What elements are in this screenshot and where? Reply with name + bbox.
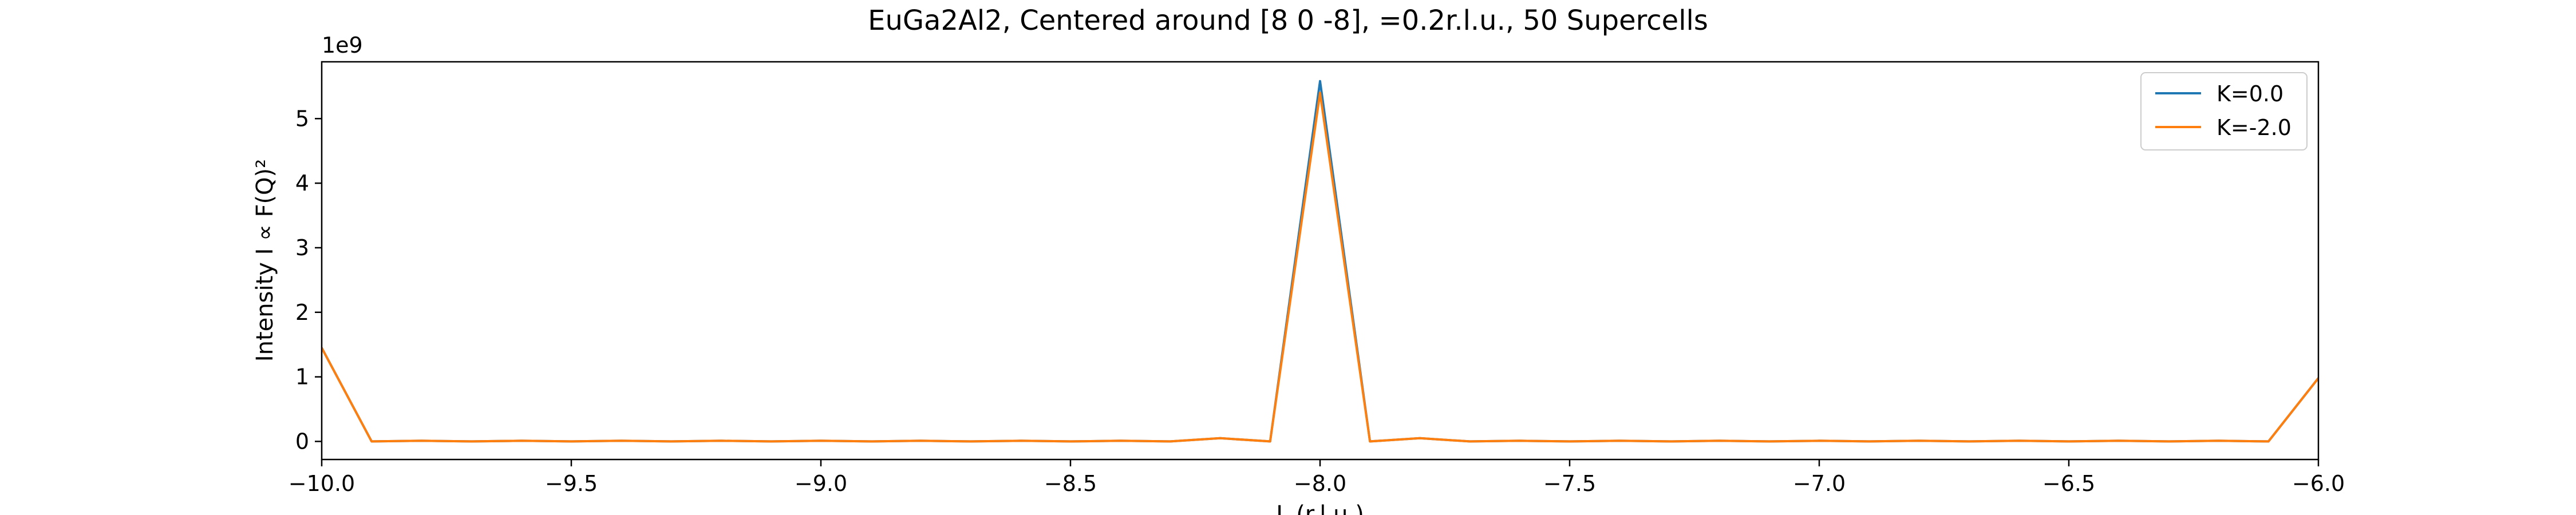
- data-point-k-2-0: [1519, 439, 1521, 442]
- chart-title: EuGa2Al2, Centered around [8 0 -8], =0.2…: [868, 5, 1708, 37]
- legend-label-k-2: K=-2.0: [2217, 115, 2291, 140]
- x-tick-label: −6.0: [2292, 471, 2345, 496]
- data-point-k-2-0: [1668, 440, 1670, 443]
- data-point-k-2-0: [1618, 439, 1621, 442]
- data-point-k-2-0: [2267, 440, 2270, 443]
- legend-box: [2140, 72, 2308, 150]
- y-tick-label: 2: [295, 300, 309, 325]
- data-point-k-2-0: [620, 439, 622, 442]
- data-point-k-2-0: [1968, 440, 1970, 443]
- data-point-k-2-0: [1818, 439, 1820, 442]
- data-point-k-2-0: [870, 440, 872, 443]
- data-point-k-2-0: [2218, 439, 2220, 442]
- plot-area: [322, 62, 2318, 459]
- x-tick-label: −7.0: [1793, 471, 1846, 496]
- legend: K=0.0 K=-2.0: [2140, 72, 2308, 150]
- data-point-k-2-0: [670, 440, 672, 443]
- legend-label-k0: K=0.0: [2217, 81, 2283, 106]
- x-tick-label: −8.0: [1294, 471, 1346, 496]
- data-point-k-2-0: [1768, 440, 1771, 443]
- x-tick-label: −9.5: [545, 471, 598, 496]
- x-tick-label: −8.5: [1044, 471, 1097, 496]
- y-axis-label: Intensity I ∝ F(Q)²: [252, 159, 278, 362]
- y-tick-label: 0: [295, 429, 309, 454]
- x-tick-label: −10.0: [289, 471, 355, 496]
- x-tick-label: −7.5: [1543, 471, 1596, 496]
- data-point-k-2-0: [1219, 437, 1222, 439]
- data-point-k-2-0: [1868, 440, 1870, 443]
- y-tick-label: 3: [295, 235, 309, 260]
- data-point-k-2-0: [1918, 439, 1920, 442]
- data-point-k-2-0: [2167, 440, 2170, 443]
- data-point-k-2-0: [820, 439, 822, 442]
- data-point-k-2-0: [970, 440, 972, 443]
- x-tick-label: −6.5: [2042, 471, 2095, 496]
- data-point-k-2-0: [1069, 440, 1072, 443]
- y-tick-label: 1: [295, 365, 309, 390]
- data-point-k-2-0: [420, 439, 423, 442]
- data-point-k-2-0: [919, 439, 922, 442]
- y-scale-label: 1e9: [322, 33, 363, 58]
- data-point-k-2-0: [2018, 439, 2020, 442]
- data-point-k-2-0: [570, 440, 572, 443]
- data-point-k-2-0: [1020, 439, 1022, 442]
- x-axis-label: L (r.l.u.): [1276, 501, 1364, 515]
- data-point-k-2-0: [370, 440, 373, 443]
- x-tick-label: −9.0: [795, 471, 847, 496]
- data-point-k-2-0: [1469, 440, 1471, 443]
- data-point-k-2-0: [520, 439, 523, 442]
- data-point-k-2-0: [1319, 92, 1321, 94]
- data-point-k-2-0: [2117, 439, 2120, 442]
- data-point-k-2-0: [770, 440, 772, 443]
- data-point-k-2-0: [1568, 440, 1571, 443]
- data-point-k-2-0: [720, 439, 722, 442]
- x-axis: −10.0 −9.5 −9.0 −8.5 −8.0 −7.5 −7.0 −6.5 −6.0: [289, 459, 2345, 496]
- data-point-k-2-0: [1419, 437, 1421, 439]
- data-point-k-2-0: [1169, 440, 1171, 443]
- y-tick-label: 4: [295, 171, 309, 196]
- y-axis: 0 1 2 3 4 5: [295, 106, 322, 454]
- data-point-k-2-0: [1369, 440, 1371, 443]
- data-point-k-2-0: [2068, 440, 2070, 443]
- data-point-k-2-0: [1269, 440, 1271, 443]
- data-point-k-2-0: [1119, 439, 1121, 442]
- data-point-k-2-0: [1718, 439, 1721, 442]
- data-point-k-2-0: [471, 440, 473, 443]
- y-tick-label: 5: [295, 106, 309, 131]
- data-point-k-0-0: [1319, 80, 1321, 82]
